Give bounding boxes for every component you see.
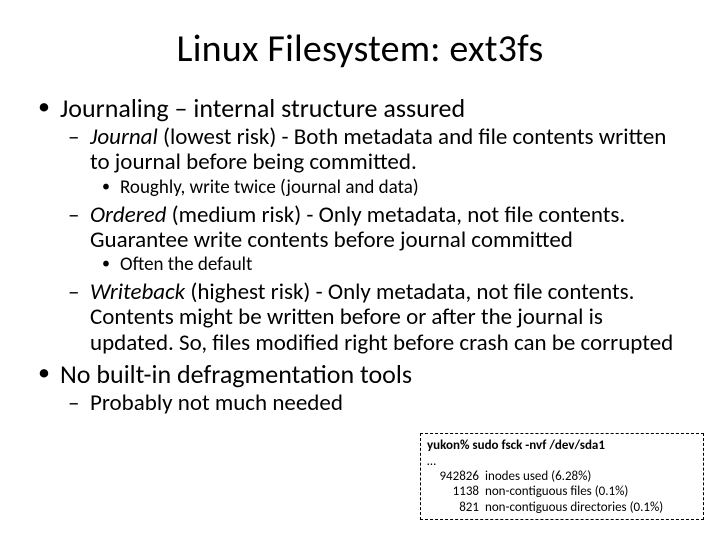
- mode-desc: (medium risk) - Only metadata, not file …: [90, 201, 625, 254]
- defrag-note-text: Probably not much needed: [90, 389, 343, 417]
- terminal-num: 1138: [427, 484, 479, 499]
- detail-roughly: Roughly, write twice (journal and data): [90, 178, 686, 199]
- mode-desc: (lowest risk) - Both metadata and file c…: [90, 123, 666, 176]
- detail-text: Often the default: [120, 253, 252, 276]
- defrag-note: Probably not much needed: [60, 391, 686, 416]
- slide: Linux Filesystem: ext3fs Journaling – in…: [0, 0, 720, 540]
- terminal-num: 821: [427, 500, 479, 515]
- slide-title: Linux Filesystem: ext3fs: [34, 26, 686, 72]
- bullet-text: Journaling – internal structure assured: [60, 92, 465, 124]
- terminal-prompt: yukon%: [427, 438, 469, 453]
- terminal-line: 1138 non-contiguous files (0.1%): [427, 484, 697, 499]
- terminal-ellipsis: …: [427, 454, 697, 469]
- terminal-command-line: yukon% sudo fsck -nvf /dev/sda1: [427, 438, 697, 453]
- mode-ordered: Ordered (medium risk) - Only metadata, n…: [60, 203, 686, 276]
- mode-name: Writeback: [90, 278, 185, 306]
- bullet-journaling: Journaling – internal structure assured …: [34, 94, 686, 356]
- sublist-journal-detail: Roughly, write twice (journal and data): [90, 178, 686, 199]
- mode-writeback: Writeback (highest risk) - Only metadata…: [60, 280, 686, 356]
- mode-name: Journal: [90, 123, 158, 151]
- terminal-command: sudo fsck -nvf /dev/sda1: [472, 438, 605, 453]
- terminal-text: inodes used (6.28%): [485, 469, 591, 484]
- sublist-modes: Journal (lowest risk) - Both metadata an…: [60, 125, 686, 356]
- terminal-box: yukon% sudo fsck -nvf /dev/sda1 … 942826…: [420, 433, 704, 520]
- bullet-list: Journaling – internal structure assured …: [34, 94, 686, 416]
- mode-name: Ordered: [90, 201, 166, 229]
- terminal-text: non-contiguous files (0.1%): [485, 484, 628, 499]
- sublist-defrag: Probably not much needed: [60, 391, 686, 416]
- mode-journal: Journal (lowest risk) - Both metadata an…: [60, 125, 686, 198]
- terminal-line: 942826 inodes used (6.28%): [427, 469, 697, 484]
- bullet-text: No built-in defragmentation tools: [60, 358, 412, 390]
- terminal-text: non-contiguous directories (0.1%): [485, 500, 663, 515]
- terminal-line: 821 non-contiguous directories (0.1%): [427, 500, 697, 515]
- terminal-num: 942826: [427, 469, 479, 484]
- detail-text: Roughly, write twice (journal and data): [120, 176, 419, 199]
- bullet-defrag: No built-in defragmentation tools Probab…: [34, 360, 686, 416]
- sublist-ordered-detail: Often the default: [90, 255, 686, 276]
- detail-default: Often the default: [90, 255, 686, 276]
